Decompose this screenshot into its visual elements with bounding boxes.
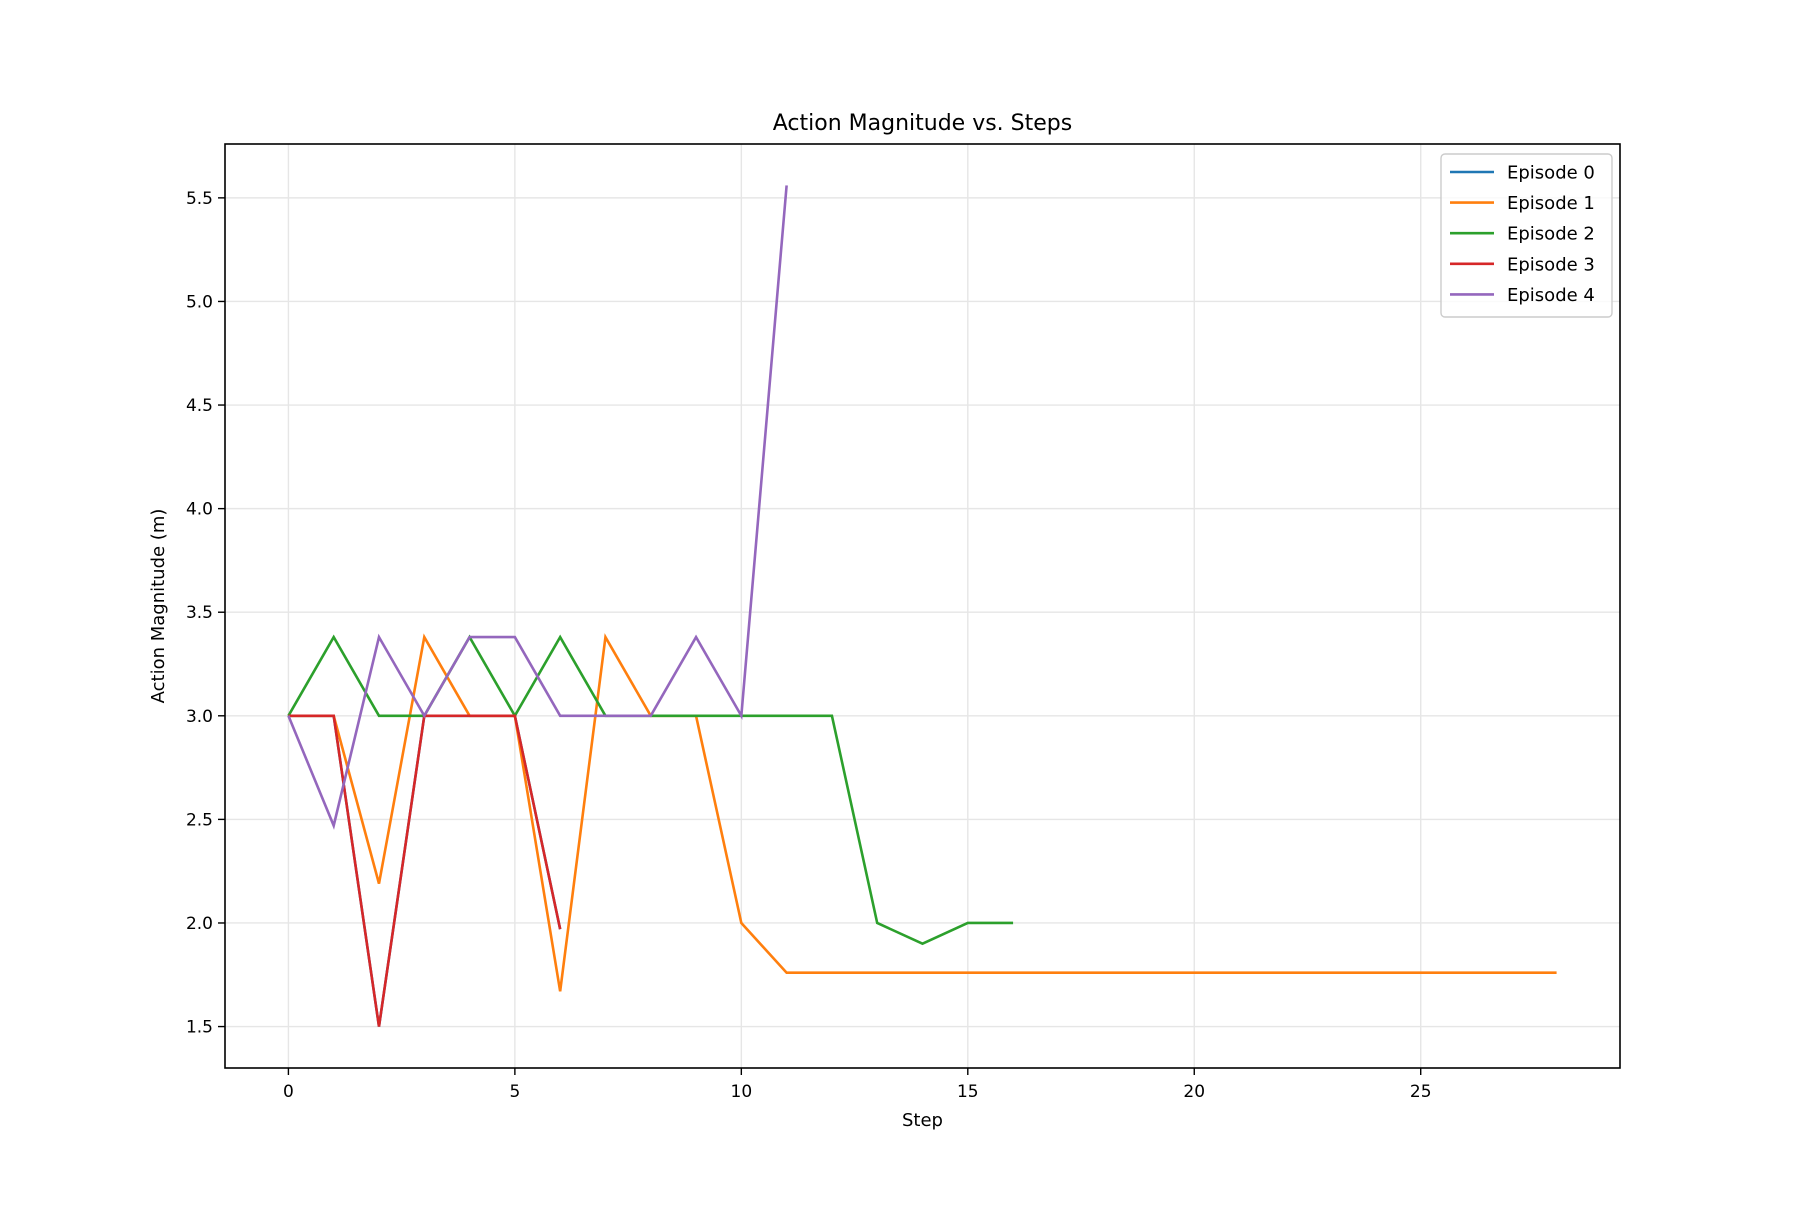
y-tick-label: 4.5 bbox=[186, 396, 213, 416]
y-tick-label: 4.0 bbox=[186, 500, 213, 520]
grid bbox=[225, 144, 1620, 1068]
y-tick-label: 3.5 bbox=[186, 603, 213, 623]
legend-label: Episode 1 bbox=[1507, 193, 1595, 214]
x-tick-label: 10 bbox=[731, 1082, 753, 1102]
legend-label: Episode 4 bbox=[1507, 285, 1595, 306]
axis-ticks: 0 5 10 15 20 25 1.5 2.0 2.5 3.0 3.5 4.0 4.5 5.0 5.5 bbox=[186, 189, 1432, 1102]
legend-box bbox=[1440, 153, 1613, 318]
x-tick-label: 15 bbox=[957, 1082, 979, 1102]
y-tick-label: 3.0 bbox=[186, 707, 213, 727]
legend-label: Episode 3 bbox=[1507, 254, 1595, 275]
plot-area bbox=[225, 144, 1620, 1068]
legend-label: Episode 2 bbox=[1507, 224, 1595, 245]
y-axis-label: Action Magnitude (m) bbox=[148, 509, 169, 704]
legend: Episode 0 Episode 1 Episode 2 Episode 3 Epis… bbox=[1440, 153, 1613, 318]
y-tick-label: 2.0 bbox=[186, 914, 213, 934]
x-tick-label: 20 bbox=[1183, 1082, 1205, 1102]
x-axis-label: Step bbox=[902, 1110, 943, 1131]
chart-title: Action Magnitude vs. Steps bbox=[773, 111, 1072, 136]
series-line-episode-4 bbox=[287, 185, 788, 830]
y-tick-label: 1.5 bbox=[186, 1018, 213, 1038]
series-lines bbox=[287, 185, 1557, 1027]
y-tick-label: 5.5 bbox=[186, 189, 213, 209]
x-tick-label: 0 bbox=[283, 1082, 294, 1102]
x-tick-label: 25 bbox=[1410, 1082, 1432, 1102]
y-tick-label: 2.5 bbox=[186, 810, 213, 830]
plot-frame bbox=[224, 143, 1621, 1069]
x-tick-label: 5 bbox=[509, 1082, 520, 1102]
legend-label: Episode 0 bbox=[1507, 163, 1595, 184]
y-tick-label: 5.0 bbox=[186, 292, 213, 312]
